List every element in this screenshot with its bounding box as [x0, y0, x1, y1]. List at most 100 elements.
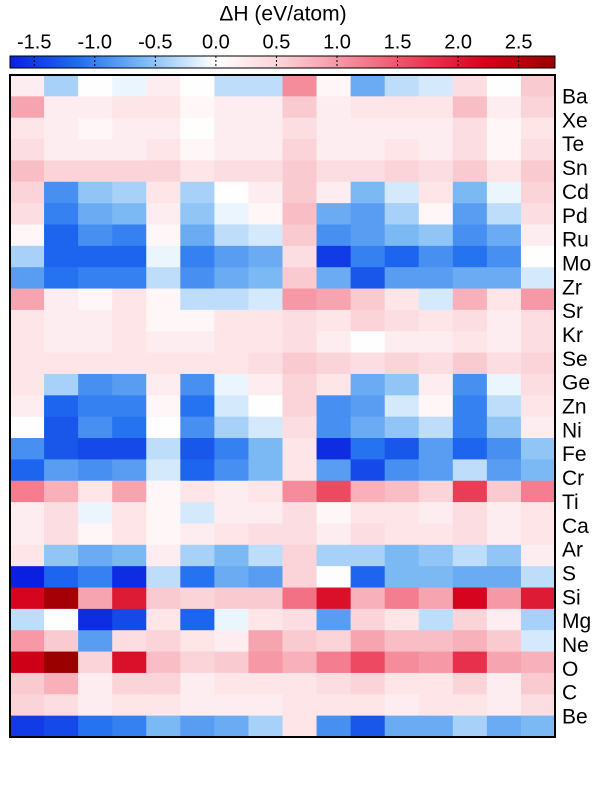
heatmap-cell — [214, 395, 249, 418]
heatmap-cell — [146, 331, 181, 354]
heatmap-cell — [146, 96, 181, 119]
heatmap-cell — [350, 715, 386, 738]
heatmap-cell — [10, 502, 45, 524]
heatmap-cell — [452, 331, 488, 354]
row-label: Ti — [562, 491, 579, 514]
heatmap-cell — [248, 523, 283, 546]
heatmap-cell — [384, 181, 420, 204]
heatmap-cell — [78, 480, 113, 503]
heatmap-cell — [214, 480, 249, 503]
heatmap-cell — [248, 373, 283, 396]
heatmap-cell — [282, 96, 318, 119]
heatmap-cell — [248, 459, 283, 482]
heatmap-cell — [282, 395, 318, 418]
heatmap-cell — [384, 96, 420, 119]
heatmap-cell — [486, 267, 522, 290]
heatmap-cell — [78, 117, 113, 140]
heatmap-cell — [10, 566, 45, 589]
heatmap-cell — [350, 395, 386, 418]
heatmap-cell — [10, 245, 45, 268]
heatmap-cell — [316, 587, 352, 610]
heatmap-cell — [384, 75, 420, 97]
heatmap-cell — [282, 373, 318, 396]
heatmap-cell — [248, 416, 283, 439]
heatmap-cell — [78, 181, 113, 204]
heatmap-cell — [418, 245, 454, 268]
heatmap-cell — [78, 523, 113, 546]
heatmap-cell — [214, 672, 249, 695]
heatmap-cell — [452, 288, 488, 311]
heatmap-cell — [384, 352, 420, 375]
heatmap-cell — [10, 416, 45, 439]
heatmap-cell — [78, 245, 113, 268]
heatmap-cell — [282, 139, 318, 161]
heatmap-cell — [486, 117, 522, 140]
heatmap-cell — [214, 587, 249, 610]
heatmap-cell — [282, 502, 318, 524]
heatmap-cell — [78, 139, 113, 161]
heatmap-cell — [316, 224, 352, 247]
heatmap-cell — [180, 523, 215, 546]
heatmap-cell — [180, 459, 215, 482]
heatmap-cell — [112, 630, 147, 653]
heatmap-cell — [418, 96, 454, 119]
heatmap-cell — [350, 267, 386, 290]
heatmap-cell — [78, 331, 113, 354]
heatmap-cell — [452, 75, 488, 97]
heatmap-cell — [316, 75, 352, 97]
heatmap-cell — [316, 267, 352, 290]
heatmap-cell — [146, 416, 181, 439]
heatmap-cell — [214, 309, 249, 332]
heatmap-cell — [78, 608, 113, 631]
heatmap-cell — [214, 459, 249, 482]
heatmap-cell — [10, 96, 45, 119]
heatmap-cell — [316, 96, 352, 119]
heatmap-cell — [214, 438, 249, 460]
heatmap-cell — [78, 459, 113, 482]
heatmap-cell — [214, 373, 249, 396]
heatmap-cell — [180, 181, 215, 204]
heatmap-cell — [112, 587, 147, 610]
colorbar-tick-label: -1.0 — [78, 31, 112, 53]
heatmap-cell — [418, 117, 454, 140]
heatmap-cell — [112, 224, 147, 247]
heatmap-cell — [112, 544, 147, 567]
heatmap-cell — [350, 139, 386, 161]
row-label: Fe — [562, 443, 587, 466]
heatmap-cell — [248, 267, 283, 290]
heatmap-cell — [486, 373, 522, 396]
heatmap-cell — [282, 75, 318, 97]
heatmap-cell — [316, 608, 352, 631]
heatmap-cell — [418, 309, 454, 332]
heatmap-cell — [316, 395, 352, 418]
row-label: S — [562, 562, 576, 585]
heatmap-cell — [10, 267, 45, 290]
heatmap-cell — [112, 566, 147, 589]
heatmap-cell — [10, 715, 45, 738]
heatmap-cell — [44, 608, 79, 631]
heatmap-cell — [384, 566, 420, 589]
heatmap-cell — [452, 96, 488, 119]
heatmap-cell — [418, 75, 454, 97]
heatmap-cell — [384, 288, 420, 311]
row-label: Se — [562, 348, 588, 371]
heatmap-cell — [282, 181, 318, 204]
heatmap-cell — [248, 139, 283, 161]
heatmap-cell — [10, 630, 45, 653]
heatmap-cell — [180, 608, 215, 631]
colorbar-tick-label: 2.0 — [444, 31, 472, 53]
heatmap-cell — [282, 694, 318, 717]
heatmap-cell — [418, 544, 454, 567]
heatmap-cell — [78, 438, 113, 460]
colorbar-tick-label: 2.5 — [505, 31, 533, 53]
heatmap-cell — [418, 160, 454, 183]
heatmap-cell — [384, 373, 420, 396]
heatmap-cell — [350, 480, 386, 503]
heatmap-cell — [384, 651, 420, 674]
colorbar-tick-label: -0.5 — [138, 31, 172, 53]
heatmap-cell — [112, 480, 147, 503]
heatmap-cell — [418, 267, 454, 290]
colorbar-tick-label: 1.0 — [323, 31, 351, 53]
heatmap-cell — [350, 416, 386, 439]
heatmap-cell — [486, 181, 522, 204]
